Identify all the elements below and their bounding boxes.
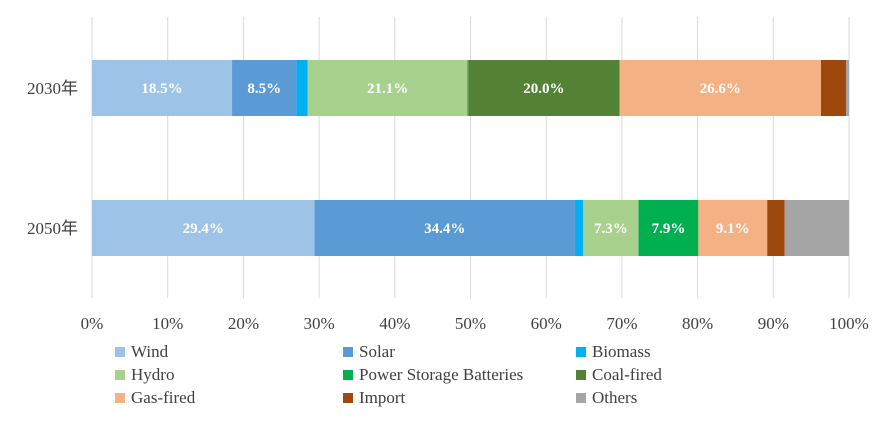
x-tick-label: 100% [829,314,869,333]
legend-label: Others [592,388,638,407]
bar-segment [307,60,468,116]
x-tick-label: 0% [81,314,104,333]
data-label: 7.9% [652,221,686,237]
legend-label: Import [359,388,406,407]
data-label: 26.6% [700,81,741,97]
bar-segment [467,60,469,116]
data-labels: 18.5% 8.5% 21.1% 20.0% 26.6% 29.4% 34.4% 7.3% 7.… [141,81,749,237]
legend-swatch [343,347,353,357]
bar-segment [820,60,846,116]
legend-item: Gas-fired [115,387,343,409]
data-label: 8.5% [247,81,281,97]
chart-legend: Wind Solar Biomass Hydro Power Storage Batte… [115,341,715,409]
data-label: 18.5% [141,81,182,97]
bar-segment [767,200,785,256]
bar-segment [314,200,575,256]
bar-segment [574,200,584,256]
y-category-label: 2050年 [27,219,78,238]
x-tick-label: 90% [758,314,789,333]
x-tick-label: 20% [228,314,259,333]
bar-segment [619,60,821,116]
legend-item: Import [343,387,576,409]
x-tick-label: 10% [152,314,183,333]
y-category-label: 2030年 [27,79,78,98]
legend-label: Hydro [131,365,175,384]
legend-label: Solar [359,342,395,361]
axes: 0% 10% 20% 30% 40% 50% 60% 70% 80% 90% 100% 2030年 20… [27,79,869,333]
legend-item: Hydro [115,364,343,386]
legend-swatch [343,370,353,380]
legend-swatch [576,370,586,380]
x-tick-label: 80% [682,314,713,333]
legend-label: Gas-fired [131,388,196,407]
legend-item: Power Storage Batteries [343,364,576,386]
legend-swatch [115,393,125,403]
legend-label: Wind [131,342,169,361]
bar-segment [92,60,233,116]
legend-item: Solar [343,341,576,363]
x-tick-label: 40% [379,314,410,333]
data-label: 9.1% [716,221,750,237]
bar-segment [296,60,308,116]
data-label: 21.1% [367,81,408,97]
legend-swatch [115,347,125,357]
legend-swatch [576,347,586,357]
legend-label: Coal-fired [592,365,662,384]
legend-label: Biomass [592,342,651,361]
data-label: 7.3% [594,221,628,237]
legend-swatch [343,393,353,403]
bar-segment [784,200,849,256]
legend-label: Power Storage Batteries [359,365,524,384]
bar-segment [583,200,639,256]
bar-segment [92,200,315,256]
legend-item: Others [576,387,706,409]
bar-segment [468,60,620,116]
legend-swatch [576,393,586,403]
bars [92,60,849,256]
legend-item: Coal-fired [576,364,706,386]
data-label: 29.4% [183,221,224,237]
legend-item: Wind [115,341,343,363]
bar-segment [845,60,849,116]
legend-swatch [115,370,125,380]
data-label: 20.0% [523,81,564,97]
bar-segment [232,60,297,116]
x-tick-label: 60% [531,314,562,333]
legend-item: Biomass [576,341,706,363]
x-tick-label: 70% [606,314,637,333]
data-label: 34.4% [424,221,465,237]
x-tick-label: 50% [455,314,486,333]
bar-segment [698,200,768,256]
x-tick-label: 30% [304,314,335,333]
bar-segment [638,200,699,256]
